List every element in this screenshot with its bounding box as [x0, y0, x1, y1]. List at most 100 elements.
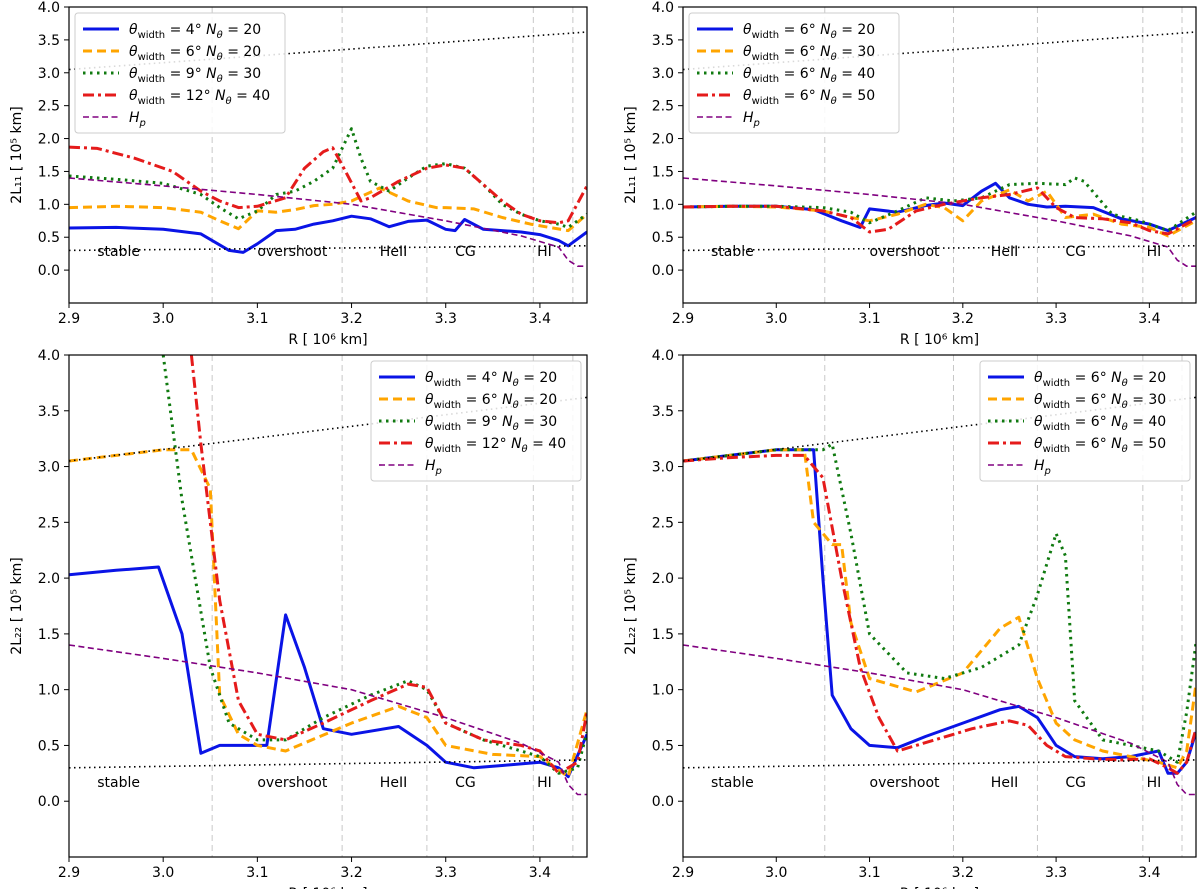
legend-label: Hp	[743, 110, 760, 129]
series-line-orange	[69, 186, 587, 233]
legend-box	[979, 360, 1191, 482]
series-line-black	[683, 759, 1196, 769]
x-tick-label: 3.4	[529, 311, 551, 327]
x-tick-label: 3.0	[765, 311, 787, 327]
legend-label: Hp	[129, 110, 146, 129]
legend-label: θwidth = 6° Nθ = 20	[425, 392, 557, 411]
series-line-purple	[69, 177, 587, 268]
y-tick-label: 1.5	[38, 164, 60, 180]
x-tick-label: 3.1	[858, 311, 880, 327]
y-tick-label: 3.5	[38, 404, 60, 420]
region-label: HI	[537, 775, 552, 791]
legend-label: θwidth = 12° Nθ = 40	[129, 88, 270, 107]
y-axis-label: 2L₂₂ [ 10⁵ km]	[623, 557, 639, 654]
series-line-black	[69, 245, 587, 252]
legend-label: θwidth = 6° Nθ = 20	[129, 44, 261, 63]
y-axis-label: 2L₂₂ [ 10⁵ km]	[9, 557, 25, 654]
x-tick-label: 3.4	[1138, 865, 1160, 881]
region-label: HI	[537, 244, 552, 260]
legend-label: θwidth = 6° Nθ = 20	[1034, 370, 1166, 389]
x-tick-label: 3.1	[246, 311, 268, 327]
region-label: HI	[1147, 244, 1162, 260]
y-tick-label: 0.5	[652, 230, 674, 246]
y-tick-label: 1.5	[652, 164, 674, 180]
y-tick-label: 1.0	[38, 197, 60, 213]
legend-label: θwidth = 6° Nθ = 40	[743, 66, 875, 85]
legend-box	[688, 12, 900, 134]
y-axis-label: 2L₁₁ [ 10⁵ km]	[9, 106, 25, 203]
plot-frame	[682, 6, 1197, 304]
legend-label: θwidth = 6° Nθ = 40	[1034, 414, 1166, 433]
region-label: HeII	[380, 244, 407, 260]
legend-label: θwidth = 4° Nθ = 20	[129, 22, 261, 41]
series-line-red	[189, 355, 587, 775]
x-tick-label: 3.0	[765, 865, 787, 881]
panel-2: stable overshoot HeII CG HI 2.9 3.0 3.1 3.2 3.3 3.…	[623, 0, 1197, 348]
region-label: stable	[97, 244, 140, 260]
y-tick-label: 2.5	[652, 515, 674, 531]
series-line-red	[683, 186, 1196, 236]
x-tick-label: 2.9	[672, 311, 694, 327]
x-tick-label: 3.4	[529, 865, 551, 881]
panel-1: stable overshoot HeII CG HI 2.9 3.0 3.1 3.2 3.3 3.…	[9, 0, 588, 348]
y-tick-label: 4.0	[38, 348, 60, 364]
series-line-blue	[69, 214, 587, 254]
legend-label: θwidth = 4° Nθ = 20	[425, 370, 557, 389]
series-line-blue	[683, 448, 1196, 775]
series-line-black	[69, 759, 587, 769]
y-tick-label: 0.0	[652, 794, 674, 810]
series-group	[683, 396, 1196, 796]
x-tick-label: 3.3	[1045, 311, 1067, 327]
y-tick-label: 2.0	[652, 571, 674, 587]
y-tick-label: 0.5	[652, 738, 674, 754]
y-tick-label: 3.0	[652, 66, 674, 82]
x-tick-label: 2.9	[58, 865, 80, 881]
region-label: HI	[1147, 775, 1162, 791]
legend: θwidth = 4° Nθ = 20 θwidth = 6° Nθ = 20 θw…	[74, 12, 286, 134]
x-tick-label: 3.2	[340, 865, 362, 881]
x-tick-label: 3.2	[340, 311, 362, 327]
y-tick-label: 2.5	[652, 99, 674, 115]
y-tick-label: 2.5	[38, 99, 60, 115]
legend-label: θwidth = 12° Nθ = 40	[425, 436, 566, 455]
y-tick-label: 3.5	[38, 33, 60, 49]
region-label: stable	[711, 244, 754, 260]
legend-label: θwidth = 6° Nθ = 30	[743, 44, 875, 63]
y-tick-label: 3.0	[652, 460, 674, 476]
panel-3: stable overshoot HeII CG HI 2.9 3.0 3.1 3.2 3.3 3.…	[9, 348, 588, 894]
series-line-purple	[69, 644, 587, 796]
y-tick-label: 3.5	[652, 404, 674, 420]
legend-label: θwidth = 6° Nθ = 50	[1034, 436, 1166, 455]
x-axis-label: R [ 10⁶ km]	[288, 332, 367, 348]
series-line-purple	[683, 644, 1196, 796]
plot-frame	[68, 6, 588, 304]
series-line-orange	[683, 448, 1196, 770]
x-tick-label: 3.3	[435, 311, 457, 327]
legend-label: θwidth = 6° Nθ = 20	[743, 22, 875, 41]
region-label: HeII	[991, 775, 1018, 791]
x-axis-label: R [ 10⁶ km]	[900, 332, 979, 348]
legend-label: Hp	[425, 458, 442, 477]
y-axis-label: 2L₁₁ [ 10⁵ km]	[623, 106, 639, 203]
x-tick-label: 3.0	[152, 865, 174, 881]
y-tick-label: 4.0	[652, 348, 674, 364]
region-label: overshoot	[257, 244, 328, 260]
y-tick-label: 0.5	[38, 230, 60, 246]
plot-frame	[68, 354, 588, 858]
legend-label: θwidth = 6° Nθ = 50	[743, 88, 875, 107]
legend-label: Hp	[1034, 458, 1051, 477]
x-tick-label: 3.2	[952, 865, 974, 881]
legend-label: θwidth = 9° Nθ = 30	[129, 66, 261, 85]
y-tick-label: 0.0	[652, 263, 674, 279]
y-tick-label: 1.0	[652, 683, 674, 699]
y-tick-label: 1.0	[652, 197, 674, 213]
series-line-purple	[683, 177, 1196, 268]
series-line-orange	[683, 188, 1196, 238]
region-label: HeII	[380, 775, 407, 791]
region-label: CG	[455, 775, 476, 791]
series-line-black	[683, 245, 1196, 252]
x-tick-label: 3.3	[435, 865, 457, 881]
y-tick-label: 3.0	[38, 66, 60, 82]
x-tick-label: 2.9	[672, 865, 694, 881]
